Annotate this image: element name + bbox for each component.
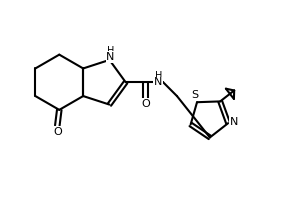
Text: S: S	[191, 90, 199, 100]
Text: H: H	[154, 71, 162, 81]
Text: N: N	[154, 77, 162, 87]
Text: O: O	[141, 99, 150, 109]
Text: H: H	[107, 46, 114, 56]
Text: N: N	[106, 52, 115, 62]
Text: N: N	[230, 117, 238, 127]
Text: O: O	[53, 127, 62, 137]
